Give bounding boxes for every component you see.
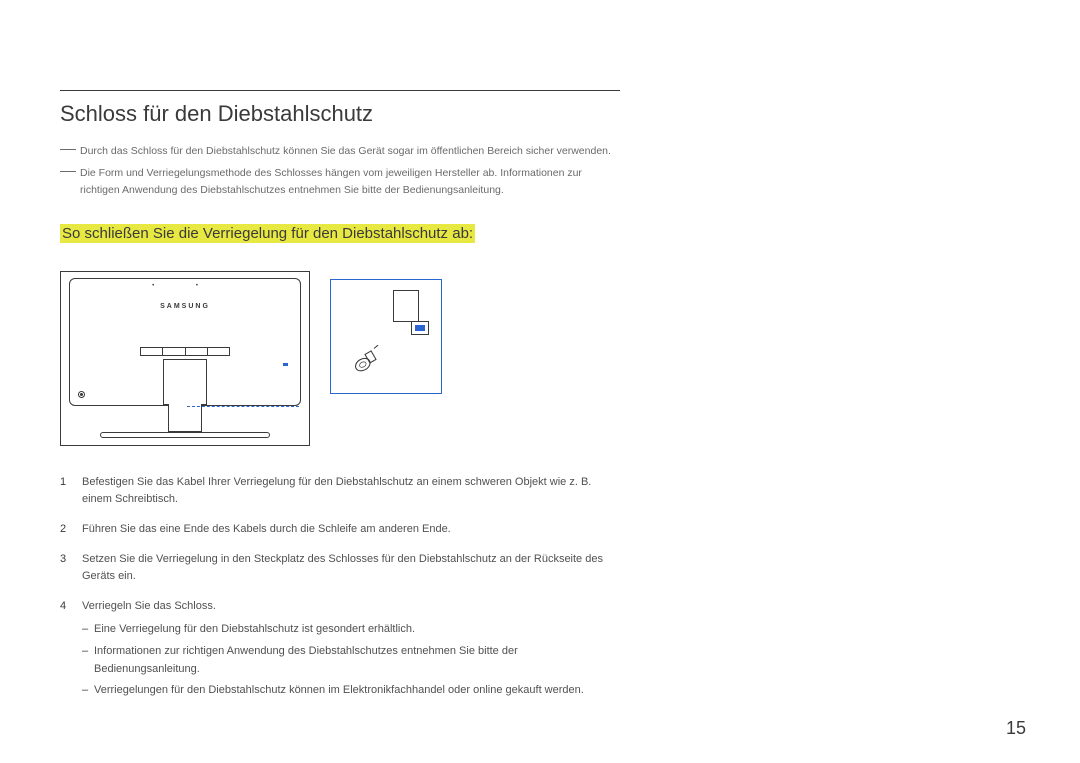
cable-dashed-line [187, 406, 299, 407]
sub-item: Informationen zur richtigen Anwendung de… [82, 643, 620, 678]
step-item: Setzen Sie die Verriegelung in den Steck… [60, 551, 620, 586]
note-text: Durch das Schloss für den Diebstahlschut… [80, 143, 611, 159]
lock-diagram: • • SAMSUNG [60, 271, 620, 446]
lock-slot-icon [78, 391, 85, 398]
lock-detail-illustration [330, 279, 442, 394]
note-item: Die Form und Verriegelungsmethode des Sc… [60, 165, 620, 198]
lock-plug-icon [353, 345, 381, 373]
note-dash-icon [60, 171, 76, 172]
step-item: Befestigen Sie das Kabel Ihrer Verriegel… [60, 474, 620, 509]
section-rule [60, 90, 620, 91]
step-text: Setzen Sie die Verriegelung in den Steck… [82, 553, 603, 583]
brand-label: SAMSUNG [70, 303, 300, 310]
monitor-rear-illustration: • • SAMSUNG [60, 271, 310, 446]
step-text: Verriegeln Sie das Schloss. [82, 600, 216, 612]
vent-dots-icon: • • [70, 283, 300, 289]
subheading-highlight: So schließen Sie die Verriegelung für de… [60, 224, 475, 243]
note-item: Durch das Schloss für den Diebstahlschut… [60, 143, 620, 159]
monitor-stand-icon [100, 404, 270, 438]
step-item: Verriegeln Sie das Schloss. Eine Verrieg… [60, 598, 620, 700]
slot-highlight-icon [415, 325, 425, 331]
port-strip-icon [140, 347, 230, 356]
stand-neck-icon [163, 359, 207, 405]
page-number: 15 [1006, 718, 1026, 739]
section-heading: Schloss für den Diebstahlschutz [60, 101, 620, 127]
panel-edge-icon [393, 290, 419, 322]
step-text: Führen Sie das eine Ende des Kabels durc… [82, 523, 451, 535]
step-sublist: Eine Verriegelung für den Diebstahlschut… [82, 621, 620, 699]
sub-item: Eine Verriegelung für den Diebstahlschut… [82, 621, 620, 639]
steps-list: Befestigen Sie das Kabel Ihrer Verriegel… [60, 474, 620, 700]
step-item: Führen Sie das eine Ende des Kabels durc… [60, 521, 620, 539]
monitor-body: • • SAMSUNG [69, 278, 301, 406]
lock-port-icon [283, 363, 288, 366]
note-text: Die Form und Verriegelungsmethode des Sc… [80, 165, 620, 198]
note-dash-icon [60, 149, 76, 150]
step-text: Befestigen Sie das Kabel Ihrer Verriegel… [82, 476, 591, 506]
sub-item: Verriegelungen für den Diebstahlschutz k… [82, 682, 620, 700]
